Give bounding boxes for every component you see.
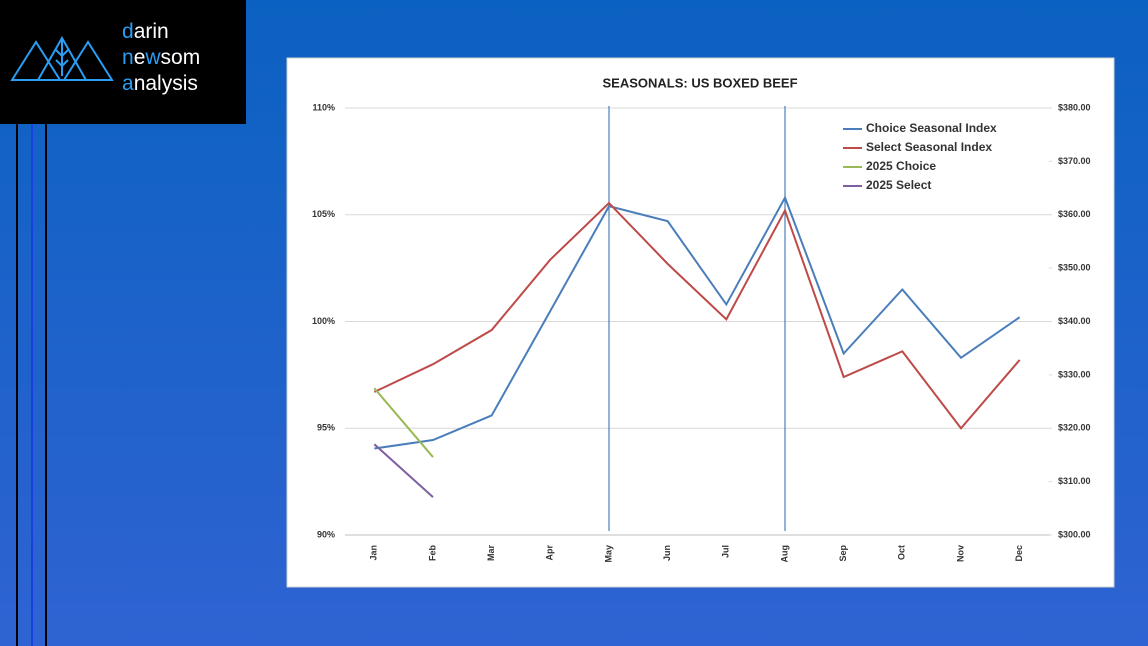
logo-letters: e <box>134 46 146 69</box>
x-tick-label: Sep <box>838 545 848 562</box>
series-line <box>373 443 434 498</box>
logo-letters: a <box>122 72 134 95</box>
logo-letters: nalysis <box>134 72 198 95</box>
logo-letters: w <box>144 46 161 69</box>
y2-tick-label: $310.00 <box>1058 476 1091 486</box>
logo-word: darin <box>122 20 169 43</box>
y2-tick-label: $320.00 <box>1058 423 1091 433</box>
chart-title: SEASONALS: US BOXED BEEF <box>602 75 797 90</box>
x-tick-label: Oct <box>897 545 907 560</box>
x-tick-label: Aug <box>779 545 789 563</box>
x-tick-label: Jul <box>721 545 731 558</box>
logo-word: analysis <box>122 72 198 95</box>
x-tick-label: May <box>603 545 613 563</box>
y-tick-label: 100% <box>312 316 335 326</box>
x-tick-label: Feb <box>427 545 437 562</box>
logo-box <box>0 0 246 124</box>
legend-label: Select Seasonal Index <box>866 140 992 154</box>
logo-letters: som <box>161 46 201 69</box>
chart-panel <box>286 57 1115 588</box>
y-tick-label: 110% <box>312 102 335 112</box>
logo-word: newsom <box>122 46 200 69</box>
series-line <box>373 201 1021 430</box>
x-tick-label: Mar <box>486 545 496 562</box>
y2-tick-label: $350.00 <box>1058 263 1091 273</box>
x-tick-label: Apr <box>545 545 555 561</box>
series-line <box>374 195 1021 450</box>
x-tick-label: Jan <box>369 545 379 561</box>
y2-tick-label: $300.00 <box>1058 529 1091 539</box>
x-tick-label: Nov <box>955 545 965 562</box>
legend-label: 2025 Select <box>866 178 931 192</box>
legend-label: 2025 Choice <box>866 159 936 173</box>
x-tick-label: Dec <box>1014 545 1024 562</box>
logo-letters: n <box>122 46 134 69</box>
y-tick-label: 105% <box>312 209 335 219</box>
y2-tick-label: $330.00 <box>1058 369 1091 379</box>
y2-tick-label: $380.00 <box>1058 102 1091 112</box>
logo-icon <box>10 35 114 81</box>
logo-letters: d <box>122 20 134 43</box>
x-tick-label: Jun <box>662 545 672 561</box>
logo-letters: arin <box>134 20 169 43</box>
y2-tick-label: $370.00 <box>1058 156 1091 166</box>
y-tick-label: 95% <box>317 423 335 433</box>
y2-tick-label: $340.00 <box>1058 316 1091 326</box>
y2-tick-label: $360.00 <box>1058 209 1091 219</box>
legend-label: Choice Seasonal Index <box>866 121 997 135</box>
y-tick-label: 90% <box>317 529 335 539</box>
series-line <box>373 387 434 458</box>
